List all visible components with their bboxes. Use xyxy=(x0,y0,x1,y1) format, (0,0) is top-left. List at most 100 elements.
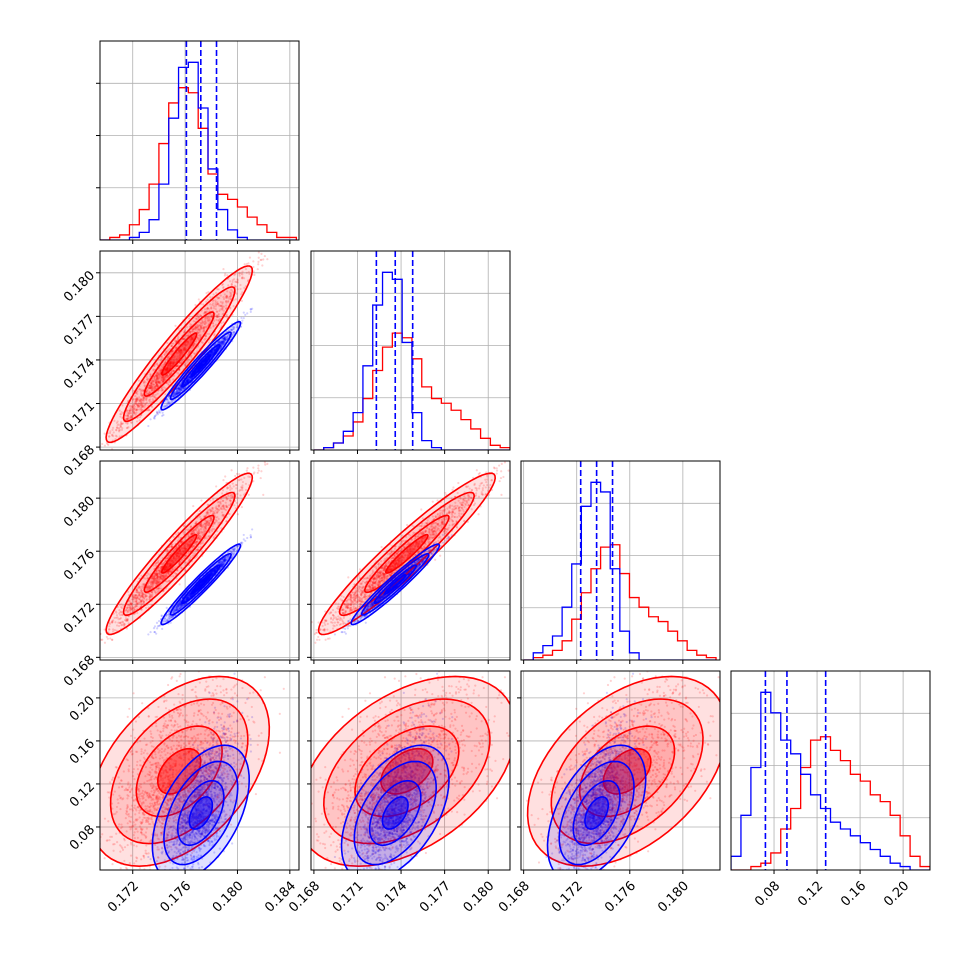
sample-point xyxy=(264,246,266,248)
sample-point xyxy=(179,349,183,352)
sample-point xyxy=(160,375,163,378)
sample-point xyxy=(192,344,195,347)
sample-point xyxy=(176,386,180,390)
sample-point xyxy=(168,367,171,370)
sample-point xyxy=(177,336,180,339)
sample-point xyxy=(227,299,230,303)
sample-point xyxy=(155,381,158,384)
sample-point xyxy=(216,288,219,291)
sample-point xyxy=(179,352,183,355)
sample-point xyxy=(142,401,145,405)
sample-point xyxy=(138,408,141,411)
sample-point xyxy=(241,273,244,276)
sample-point xyxy=(212,349,215,352)
sample-point xyxy=(187,340,190,343)
sample-point xyxy=(118,409,121,412)
sample-point xyxy=(184,362,187,366)
sample-point xyxy=(200,325,203,328)
sample-point xyxy=(180,350,183,353)
sample-point xyxy=(240,293,243,296)
sample-point xyxy=(182,387,185,390)
sample-point xyxy=(179,349,183,352)
sample-point xyxy=(185,334,188,338)
sample-point xyxy=(166,364,170,367)
sample-point xyxy=(219,347,222,350)
sample-point xyxy=(121,422,125,425)
sample-point xyxy=(152,394,155,397)
sample-point xyxy=(164,375,167,378)
sample-point xyxy=(213,349,216,352)
sample-point xyxy=(209,303,212,306)
sample-point xyxy=(266,258,269,261)
sample-point xyxy=(190,377,193,380)
panel-frame xyxy=(99,40,300,241)
sample-point xyxy=(230,328,233,332)
sample-point xyxy=(219,342,223,345)
sample-point xyxy=(156,384,159,387)
sample-point xyxy=(156,383,159,386)
sample-point xyxy=(201,362,204,365)
sample-point xyxy=(223,337,226,340)
sample-point xyxy=(103,641,107,644)
sample-point xyxy=(175,392,178,396)
sample-point xyxy=(197,316,201,319)
sample-point xyxy=(177,342,180,345)
sample-point xyxy=(134,394,137,398)
sample-point xyxy=(261,264,264,267)
sample-point xyxy=(108,435,111,438)
sample-point xyxy=(129,409,132,413)
sample-point xyxy=(195,340,198,343)
y-tick-label: 0.180 xyxy=(61,268,98,305)
sample-point xyxy=(94,443,96,445)
sample-point xyxy=(222,309,225,312)
sample-point xyxy=(218,309,221,313)
sample-point xyxy=(178,583,181,586)
sample-point xyxy=(187,379,190,382)
sample-point xyxy=(151,380,154,383)
sample-point xyxy=(167,375,170,378)
sample-point xyxy=(258,455,260,457)
sample-point xyxy=(157,374,160,377)
sample-point xyxy=(200,340,203,344)
sample-point xyxy=(185,385,188,388)
sample-point xyxy=(215,315,219,319)
sample-point xyxy=(135,400,138,403)
sample-point xyxy=(166,365,169,368)
sample-point xyxy=(147,424,150,428)
sample-point xyxy=(203,322,206,325)
sample-point xyxy=(131,406,135,409)
sample-point xyxy=(205,332,209,335)
sample-point xyxy=(222,321,225,324)
sample-point xyxy=(91,645,93,647)
sample-point xyxy=(155,379,158,382)
sample-point xyxy=(186,341,190,344)
sample-point xyxy=(187,358,191,361)
sample-point xyxy=(235,292,238,295)
sample-point xyxy=(156,385,159,388)
sample-point xyxy=(139,390,143,393)
sample-point xyxy=(154,396,157,400)
sample-point xyxy=(226,274,229,277)
sample-point xyxy=(198,328,202,331)
sample-point xyxy=(161,375,164,378)
sample-point xyxy=(149,387,153,390)
sample-point xyxy=(222,342,225,345)
sample-point xyxy=(178,349,181,352)
sample-point xyxy=(155,378,158,381)
sample-point xyxy=(118,435,121,438)
sample-point xyxy=(149,387,152,390)
sample-point xyxy=(175,352,179,355)
sample-point xyxy=(117,427,120,430)
sample-point xyxy=(191,336,195,340)
sample-point xyxy=(184,381,188,384)
sample-point xyxy=(162,376,165,380)
sample-point xyxy=(187,360,190,363)
sample-point xyxy=(138,388,141,391)
sample-point xyxy=(160,357,163,361)
sample-point xyxy=(120,422,123,425)
sample-point xyxy=(228,291,232,294)
sample-point xyxy=(140,408,143,411)
sample-point xyxy=(164,360,167,363)
sample-point xyxy=(161,381,164,384)
sample-point xyxy=(199,327,202,331)
